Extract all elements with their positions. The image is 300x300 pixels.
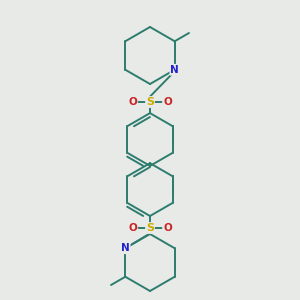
Text: N: N	[121, 243, 130, 253]
Text: O: O	[128, 97, 137, 107]
Text: O: O	[128, 223, 137, 233]
Text: S: S	[146, 223, 154, 233]
Text: O: O	[163, 97, 172, 107]
Text: O: O	[163, 223, 172, 233]
Text: S: S	[146, 97, 154, 107]
Text: N: N	[170, 65, 179, 75]
